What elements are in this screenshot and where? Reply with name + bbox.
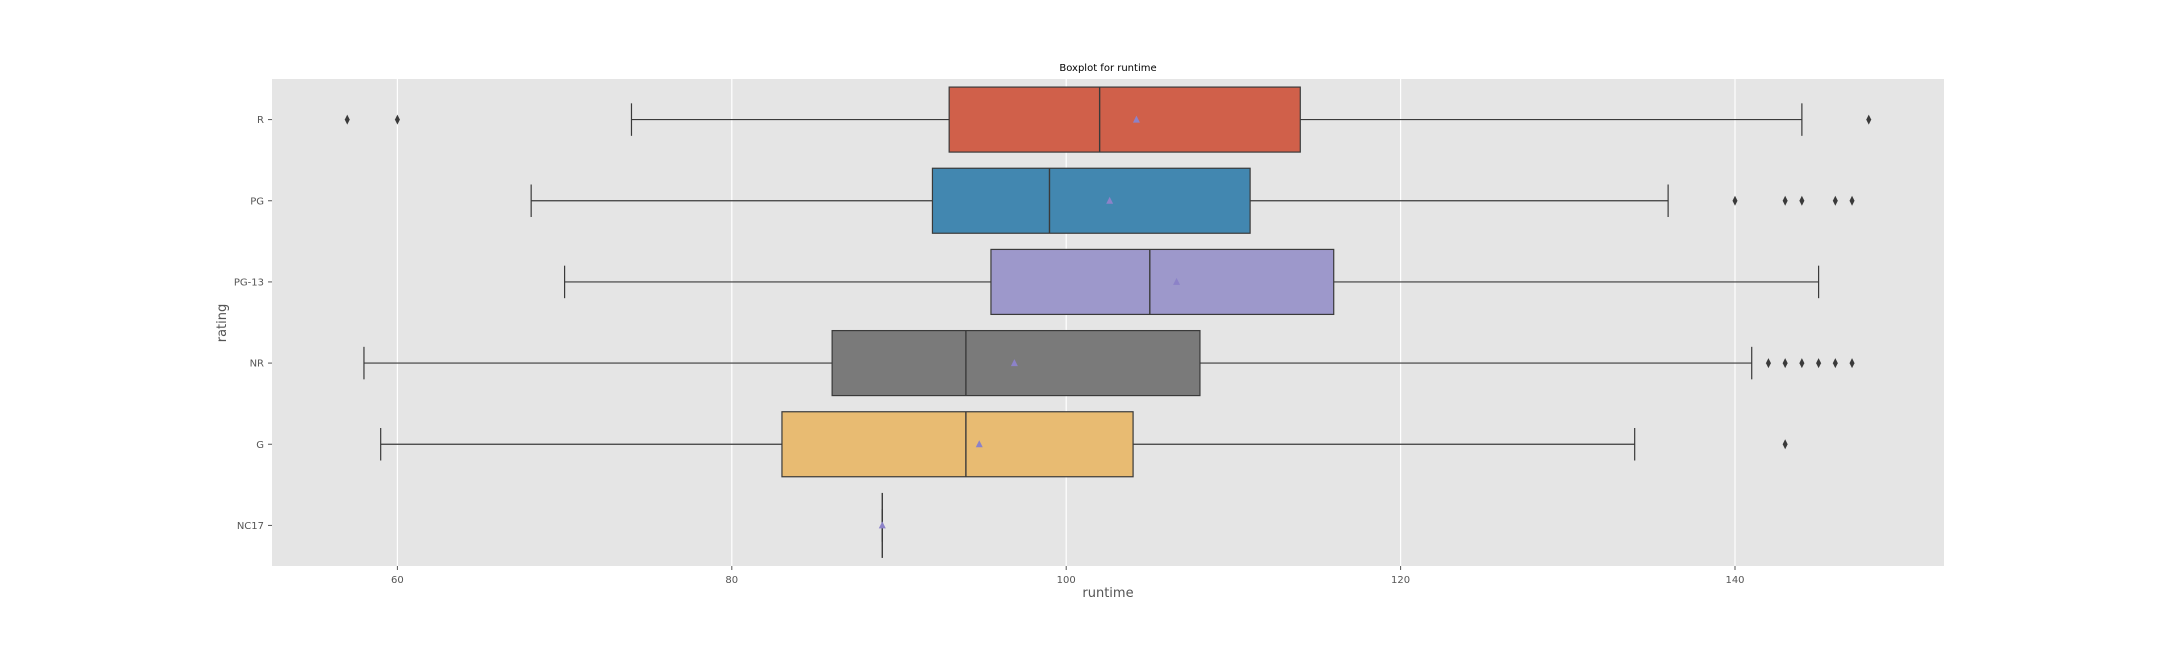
box-iqr (931, 167, 1251, 234)
x-tick-label: 60 (391, 575, 404, 586)
mean-marker (1106, 196, 1114, 204)
mean-marker (878, 521, 886, 529)
x-tick-label: 100 (1057, 575, 1076, 586)
boxes-layer (344, 86, 1872, 558)
outlier-point (1832, 358, 1838, 369)
outlier-point (1765, 358, 1771, 369)
y-axis-ticks: R PG PG-13 NR G NC17 (234, 115, 272, 532)
plot-area (272, 79, 1944, 566)
grid-lines (396, 79, 1736, 566)
outlier-point (1816, 358, 1822, 369)
box-group (363, 329, 1855, 397)
box-group (344, 86, 1872, 153)
outlier-point (1782, 195, 1788, 206)
outlier-point (1782, 358, 1788, 369)
y-tick-label: R (257, 115, 264, 126)
box-iqr (781, 411, 1134, 478)
y-axis-label: rating (215, 304, 230, 343)
mean-marker (1132, 115, 1140, 123)
box-group (878, 492, 886, 558)
outlier-point (1866, 114, 1872, 125)
mean-marker (975, 440, 983, 448)
outlier-point (1732, 195, 1738, 206)
outlier-point (1782, 439, 1788, 450)
box-iqr (948, 86, 1301, 153)
outlier-point (394, 114, 400, 125)
y-tick-label: PG-13 (234, 277, 264, 288)
outlier-point (1799, 358, 1805, 369)
outlier-point (1849, 195, 1855, 206)
x-axis-ticks: 60 80 100 120 140 (391, 566, 1745, 586)
box-iqr (990, 248, 1335, 316)
outlier-point (344, 114, 350, 125)
box-group (530, 167, 1855, 234)
outlier-point (1832, 195, 1838, 206)
outlier-point (1799, 195, 1805, 206)
x-tick-label: 120 (1391, 575, 1410, 586)
mean-marker (1010, 359, 1018, 367)
box-iqr (831, 329, 1201, 397)
y-tick-label: G (256, 440, 264, 451)
mean-marker (1173, 277, 1181, 285)
x-tick-label: 140 (1725, 575, 1744, 586)
y-tick-label: PG (250, 196, 264, 207)
x-tick-label: 80 (725, 575, 738, 586)
y-tick-label: NC17 (237, 521, 264, 532)
box-group (563, 248, 1820, 316)
box-group (380, 411, 1788, 478)
chart-title: Boxplot for runtime (1059, 63, 1156, 74)
x-axis-label: runtime (1082, 586, 1133, 601)
outlier-point (1849, 358, 1855, 369)
y-tick-label: NR (250, 359, 264, 370)
